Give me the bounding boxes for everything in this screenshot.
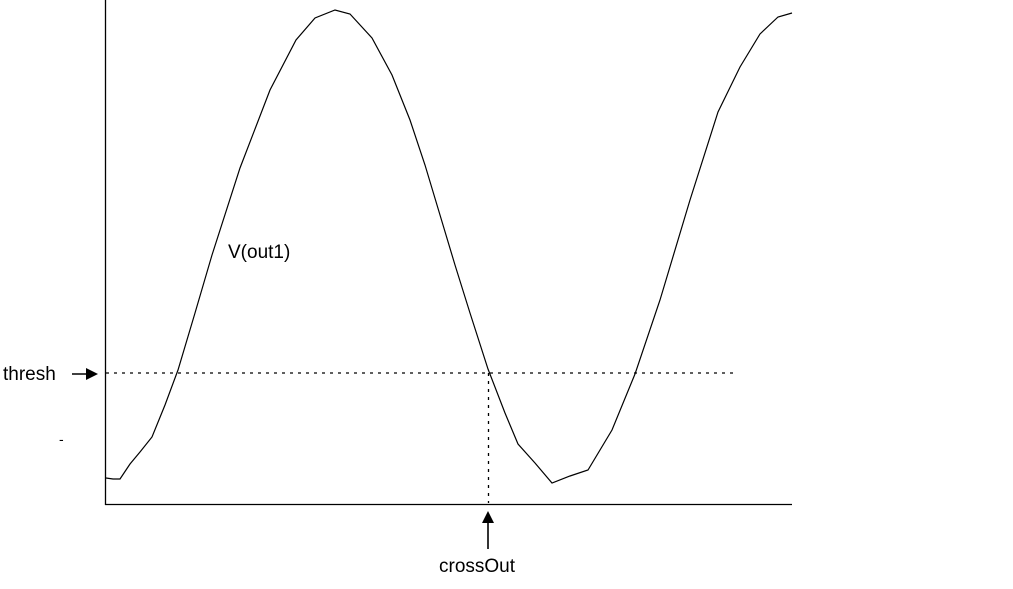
stray-mark: -	[59, 431, 64, 447]
threshold-label: thresh	[3, 364, 56, 385]
right-arrow-icon	[72, 368, 98, 380]
waveform-curve	[105, 9, 793, 484]
crossing-label: crossOut	[439, 556, 516, 577]
up-arrow-icon	[482, 511, 494, 549]
signal-label: V(out1)	[228, 242, 290, 263]
